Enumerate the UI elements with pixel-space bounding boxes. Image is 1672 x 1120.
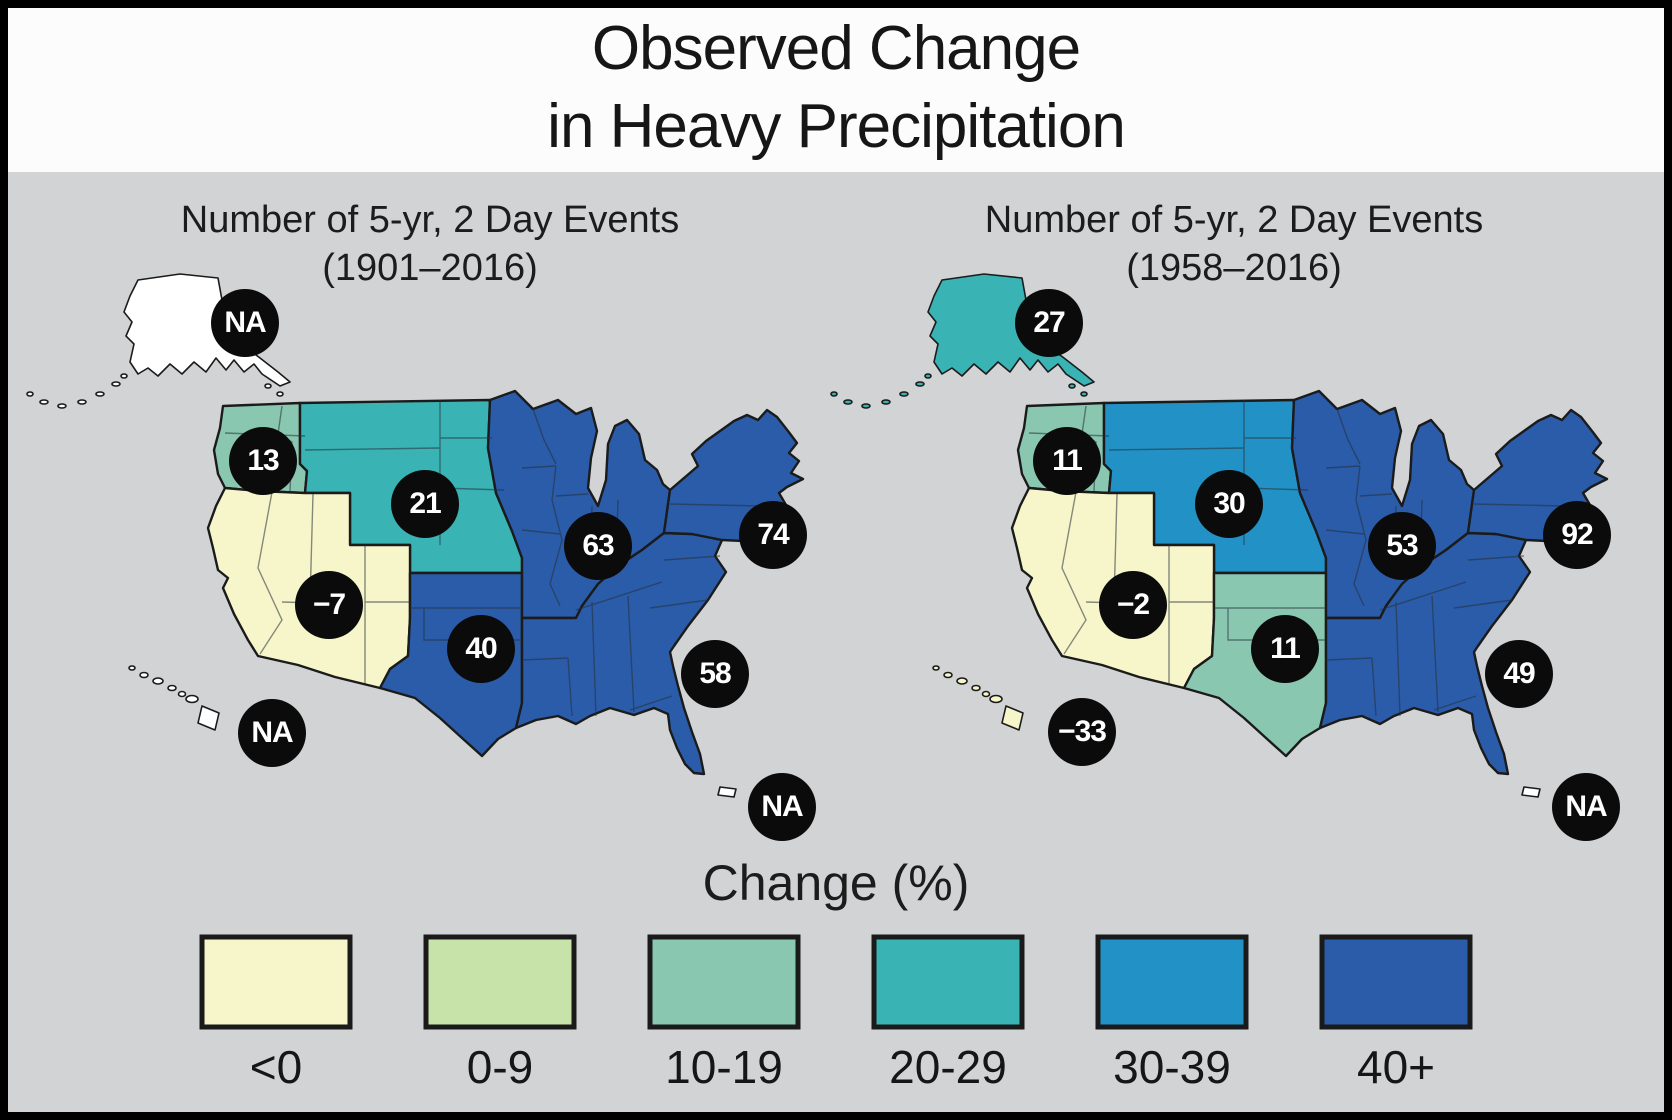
legend-swatch-40plus (1319, 934, 1473, 1030)
map-panel-1958-2016: Number of 5-yr, 2 Day Events (1958–2016)… (824, 188, 1644, 848)
badge-value: −2 (1116, 588, 1150, 621)
map-panel-1901-2016: Number of 5-yr, 2 Day Events (1901–2016)… (20, 188, 840, 848)
map-subtitle-line1: Number of 5-yr, 2 Day Events (180, 199, 680, 241)
legend-row: <0 0-9 10-19 20-29 30-39 40+ (8, 934, 1664, 1094)
badge-value: 27 (1033, 306, 1065, 339)
region-hawaii (932, 665, 1024, 731)
badge-value: 49 (1503, 657, 1535, 690)
value-badge-southwest: −2 (1099, 571, 1167, 639)
value-badge-northern-great-plains: 30 (1195, 470, 1263, 538)
badge-value: −7 (312, 588, 346, 621)
legend-swatch-30-39 (1095, 934, 1249, 1030)
value-badge-northern-great-plains: 21 (391, 470, 459, 538)
legend-label: 40+ (1356, 1041, 1436, 1093)
value-badge-alaska: 27 (1015, 289, 1083, 357)
badge-value: NA (761, 790, 803, 823)
map-subtitle-1901-2016: Number of 5-yr, 2 Day Events (1901–2016) (20, 196, 840, 292)
badge-value: 40 (465, 632, 497, 665)
value-badge-southeast: 49 (1485, 640, 1553, 708)
legend-swatch-20-29 (871, 934, 1025, 1030)
map-subtitle-line2: (1958–2016) (1126, 247, 1342, 289)
value-badge-midwest: 63 (564, 512, 632, 580)
value-badge-northwest: 11 (1033, 427, 1101, 495)
badge-value: 92 (1561, 518, 1593, 551)
badge-value: 13 (247, 444, 279, 477)
badge-value: NA (224, 306, 266, 339)
badge-value: 21 (409, 487, 441, 520)
value-badge-southeast: 58 (681, 640, 749, 708)
badge-value: 30 (1213, 487, 1245, 520)
legend-item-20-29: 20-29 (871, 934, 1025, 1094)
legend-swatch-10-19 (647, 934, 801, 1030)
legend-label: 20-29 (889, 1041, 1007, 1093)
value-badge-southwest: −7 (295, 571, 363, 639)
badge-value: 58 (699, 657, 731, 690)
badge-value: NA (1565, 790, 1607, 823)
value-badge-hawaii: −33 (1048, 698, 1116, 766)
value-badge-northeast: 92 (1543, 501, 1611, 569)
legend-title: Change (%) (702, 855, 970, 911)
badge-value: 11 (1270, 632, 1301, 665)
figure-title-line2: in Heavy Precipitation (547, 92, 1126, 161)
value-badge-alaska: NA (211, 289, 279, 357)
value-badge-northeast: 74 (739, 501, 807, 569)
legend: Change (%) <0 0-9 10-19 20-29 30-39 (8, 854, 1664, 1094)
badge-value: −33 (1058, 715, 1107, 748)
legend-swatch-lt0 (199, 934, 353, 1030)
legend-item-0-9: 0-9 (423, 934, 577, 1094)
legend-item-lt0: <0 (199, 934, 353, 1094)
legend-label: 30-39 (1113, 1041, 1231, 1093)
region-puerto-rico (717, 786, 737, 798)
badge-value: 53 (1386, 529, 1418, 562)
legend-label: 0-9 (466, 1041, 534, 1093)
value-badge-southern-great-plains: 40 (447, 615, 515, 683)
region-hawaii (128, 665, 220, 731)
value-badge-hawaii: NA (238, 699, 306, 767)
map-subtitle-line2: (1901–2016) (322, 247, 538, 289)
map-subtitle-1958-2016: Number of 5-yr, 2 Day Events (1958–2016) (824, 196, 1644, 292)
map-subtitle-line1: Number of 5-yr, 2 Day Events (984, 199, 1484, 241)
value-badge-midwest: 53 (1368, 512, 1436, 580)
legend-item-10-19: 10-19 (647, 934, 801, 1094)
badge-value: 74 (757, 518, 789, 551)
value-badge-caribbean: NA (748, 773, 816, 841)
badge-value: NA (251, 716, 293, 749)
legend-label: 10-19 (665, 1041, 783, 1093)
badge-value: 11 (1052, 444, 1083, 477)
value-badge-southern-great-plains: 11 (1251, 615, 1319, 683)
legend-item-40plus: 40+ (1319, 934, 1473, 1094)
value-badge-northwest: 13 (229, 427, 297, 495)
region-puerto-rico (1521, 786, 1541, 798)
figure-title-banner: Observed Change in Heavy Precipitation (8, 8, 1664, 172)
badge-value: 63 (582, 529, 614, 562)
legend-label: <0 (249, 1041, 303, 1093)
legend-item-30-39: 30-39 (1095, 934, 1249, 1094)
legend-swatch-0-9 (423, 934, 577, 1030)
value-badge-caribbean: NA (1552, 773, 1620, 841)
figure-title-line1: Observed Change (591, 14, 1081, 83)
